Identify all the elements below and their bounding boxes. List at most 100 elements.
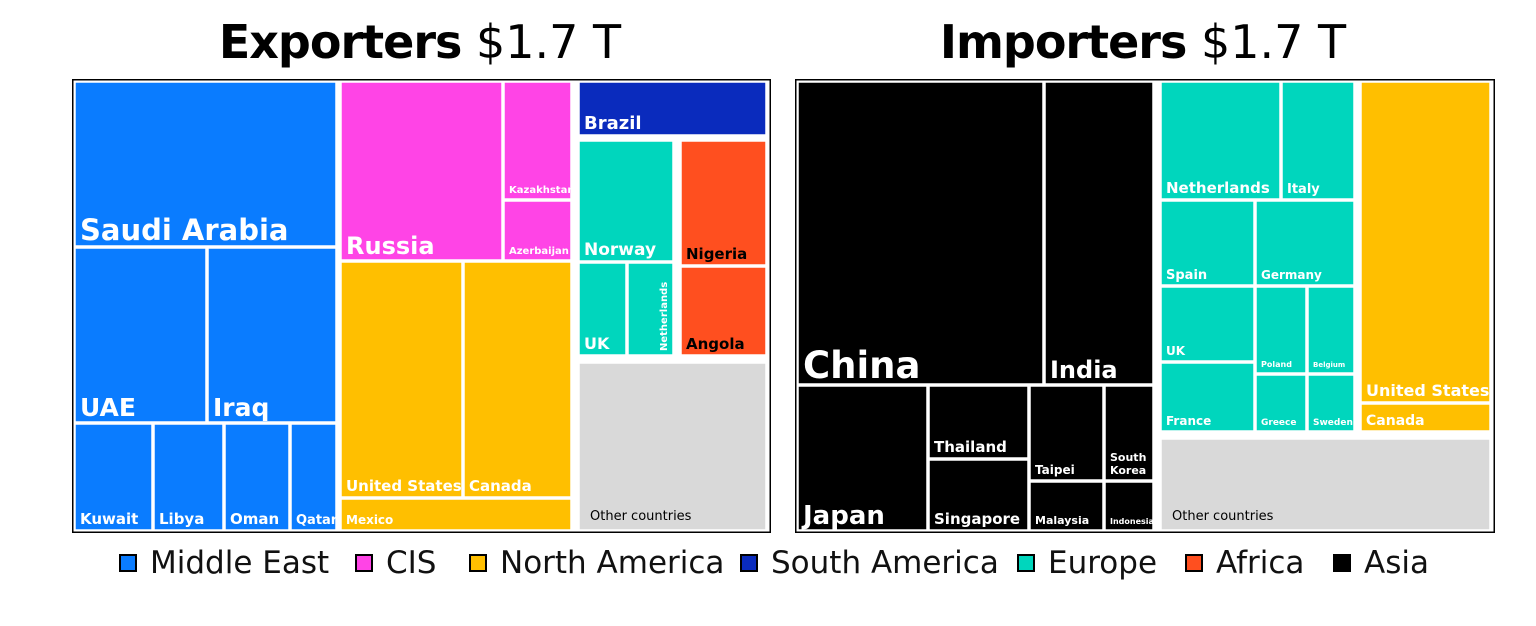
import-cell-other-countries-label: Other countries	[1172, 509, 1274, 524]
import-cell-south-korea-label: South Korea	[1110, 451, 1146, 477]
import-cell-spain-label: Spain	[1166, 268, 1207, 283]
legend-label-asia: Asia	[1364, 545, 1429, 581]
import-cell-japan-label: Japan	[801, 501, 885, 531]
legend-item-asia: Asia	[1333, 540, 1429, 586]
legend-swatch-africa	[1185, 554, 1203, 572]
import-cell-china	[797, 81, 1044, 385]
legend-item-north-america: North America	[469, 540, 724, 586]
import-cell-germany	[1255, 200, 1355, 286]
export-cell-saudi-arabia-label: Saudi Arabia	[80, 213, 288, 247]
import-cell-taipei-label: Taipei	[1035, 463, 1075, 477]
import-cell-uk	[1160, 286, 1255, 362]
import-cell-singapore	[928, 459, 1029, 531]
legend-item-south-america: South America	[740, 540, 999, 586]
import-cell-france	[1160, 362, 1255, 432]
import-cell-sweden	[1307, 374, 1355, 432]
import-cell-indonesia	[1104, 481, 1154, 531]
importers-title-text: Importers	[939, 15, 1188, 69]
import-cell-canada	[1360, 403, 1491, 432]
export-cell-angola-label: Angola	[686, 335, 745, 353]
import-cell-uk-label: UK	[1166, 344, 1186, 358]
export-cell-canada-label: Canada	[469, 477, 532, 495]
export-cell-united-states-label: United States	[346, 477, 462, 495]
import-cell-greece	[1255, 374, 1307, 432]
export-cell-uk-label: UK	[584, 334, 610, 353]
export-cell-mexico-label: Mexico	[346, 513, 393, 527]
export-cell-azerbaijan-label: Azerbaijan	[509, 246, 569, 257]
export-cell-qatar	[290, 423, 337, 531]
exporters-title-text: Exporters	[218, 15, 463, 69]
legend-swatch-europe	[1017, 554, 1035, 572]
importers-title: Importers $1.7 T	[793, 12, 1493, 72]
import-cell-poland-label: Poland	[1261, 360, 1292, 369]
exporters-total: $1.7 T	[476, 15, 622, 69]
legend-swatch-middle-east	[119, 554, 137, 572]
export-cell-other-countries	[578, 362, 767, 531]
import-cell-malaysia	[1029, 481, 1104, 531]
export-cell-kuwait-label: Kuwait	[80, 510, 138, 528]
export-cell-kazakhstan-label: Kazakhstan	[509, 185, 574, 196]
export-cell-nigeria-label: Nigeria	[686, 245, 747, 263]
export-cell-angola	[680, 266, 767, 356]
import-cell-canada-label: Canada	[1366, 413, 1425, 429]
legend-swatch-north-america	[469, 554, 487, 572]
import-cell-india-label: India	[1050, 356, 1118, 384]
export-cell-uae-label: UAE	[80, 393, 136, 422]
import-cell-japan	[797, 385, 928, 531]
export-cell-libya	[153, 423, 224, 531]
import-cell-france-label: France	[1166, 414, 1211, 428]
legend-swatch-south-america	[740, 554, 758, 572]
exporters-treemap: Saudi Arabia UAE Iraq Kuwait Libya Oman Qatar R…	[72, 79, 771, 533]
export-cell-norway	[578, 140, 674, 262]
import-cell-thailand-label: Thailand	[934, 438, 1007, 456]
export-cell-iraq-label: Iraq	[213, 393, 269, 422]
import-cell-belgium-label: Belgium	[1313, 361, 1345, 369]
import-cell-sweden-label: Sweden	[1313, 418, 1353, 428]
export-cell-qatar-label: Qatar	[296, 513, 338, 528]
legend: Middle East CIS North America South America…	[0, 540, 1536, 586]
export-cell-iraq	[207, 247, 337, 423]
import-cell-singapore-label: Singapore	[934, 510, 1020, 528]
legend-item-africa: Africa	[1185, 540, 1304, 586]
export-cell-libya-label: Libya	[159, 510, 204, 528]
import-cell-malaysia-label: Malaysia	[1035, 514, 1089, 527]
export-cell-russia	[340, 81, 503, 261]
export-cell-oman	[224, 423, 290, 531]
legend-label-middle-east: Middle East	[150, 545, 330, 581]
export-cell-uk	[578, 262, 627, 356]
export-cell-mexico	[340, 498, 572, 531]
export-cell-oman-label: Oman	[230, 510, 279, 528]
import-cell-south-korea	[1104, 385, 1154, 481]
export-cell-russia-label: Russia	[346, 232, 435, 260]
legend-swatch-cis	[355, 554, 373, 572]
export-cell-brazil	[578, 81, 767, 136]
importers-total: $1.7 T	[1200, 15, 1347, 69]
legend-item-cis: CIS	[355, 540, 436, 586]
import-cell-united-states-label: United States	[1366, 381, 1489, 400]
legend-item-europe: Europe	[1017, 540, 1157, 586]
legend-label-cis: CIS	[386, 545, 437, 581]
importers-treemap: China India Japan Thailand Singapore Taipei Ma…	[795, 79, 1495, 533]
import-cell-other-countries	[1160, 438, 1491, 531]
export-cell-norway-label: Norway	[584, 240, 656, 260]
export-cell-united-states	[340, 261, 463, 498]
import-cell-indonesia-label: Indonesia	[1110, 517, 1154, 526]
export-cell-kazakhstan	[503, 81, 572, 200]
import-cell-germany-label: Germany	[1261, 268, 1322, 282]
legend-label-north-america: North America	[500, 545, 725, 581]
import-cell-spain	[1160, 200, 1255, 286]
export-cell-netherlands	[627, 262, 674, 356]
import-cell-italy-label: Italy	[1287, 182, 1320, 197]
import-cell-netherlands	[1160, 81, 1281, 200]
legend-swatch-asia	[1333, 554, 1351, 572]
export-cell-uae	[74, 247, 207, 423]
export-cell-brazil-label: Brazil	[584, 113, 642, 134]
import-cell-belgium	[1307, 286, 1355, 374]
import-cell-thailand	[928, 385, 1029, 459]
export-cell-canada	[463, 261, 572, 498]
import-cell-united-states	[1360, 81, 1491, 403]
export-cell-nigeria	[680, 140, 767, 266]
legend-item-middle-east: Middle East	[119, 540, 329, 586]
import-cell-netherlands-label: Netherlands	[1166, 179, 1270, 197]
export-cell-azerbaijan	[503, 200, 572, 261]
